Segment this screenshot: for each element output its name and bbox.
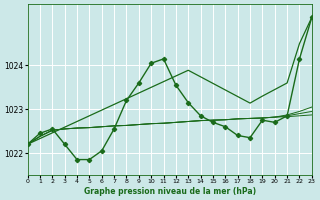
X-axis label: Graphe pression niveau de la mer (hPa): Graphe pression niveau de la mer (hPa) (84, 187, 256, 196)
